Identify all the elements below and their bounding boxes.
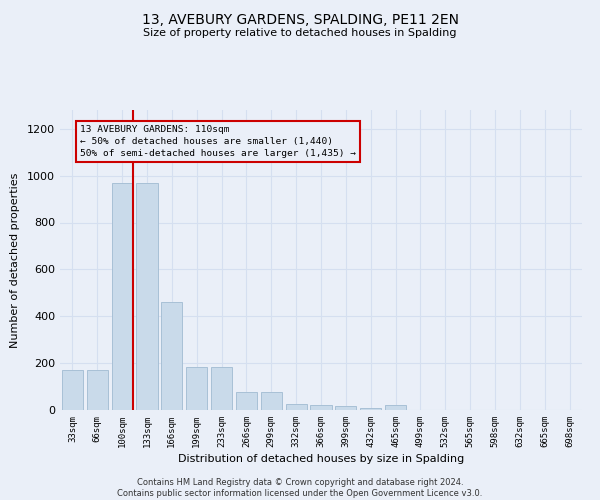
X-axis label: Distribution of detached houses by size in Spalding: Distribution of detached houses by size … (178, 454, 464, 464)
Y-axis label: Number of detached properties: Number of detached properties (10, 172, 20, 348)
Bar (385, 406, 406, 410)
Bar (261, 392, 282, 410)
Bar (286, 404, 307, 410)
Bar (87, 370, 108, 410)
Text: 13, AVEBURY GARDENS, SPALDING, PE11 2EN: 13, AVEBURY GARDENS, SPALDING, PE11 2EN (142, 12, 458, 26)
Bar (310, 406, 332, 410)
Text: Size of property relative to detached houses in Spalding: Size of property relative to detached ho… (143, 28, 457, 38)
Bar (62, 370, 83, 410)
Bar (112, 182, 133, 410)
Bar (211, 366, 232, 410)
Bar (161, 302, 182, 410)
Text: 13 AVEBURY GARDENS: 110sqm
← 50% of detached houses are smaller (1,440)
50% of s: 13 AVEBURY GARDENS: 110sqm ← 50% of deta… (80, 125, 356, 158)
Bar (236, 392, 257, 410)
Bar (186, 366, 207, 410)
Text: Contains HM Land Registry data © Crown copyright and database right 2024.
Contai: Contains HM Land Registry data © Crown c… (118, 478, 482, 498)
Bar (335, 406, 356, 410)
Bar (360, 408, 381, 410)
Bar (136, 182, 158, 410)
